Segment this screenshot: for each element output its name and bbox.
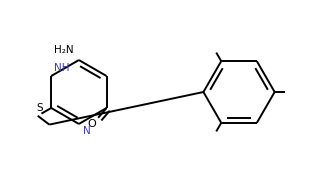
Text: O: O (87, 119, 96, 129)
Text: N: N (83, 126, 91, 136)
Text: S: S (37, 103, 43, 113)
Text: NH: NH (54, 63, 70, 73)
Text: H₂N: H₂N (54, 45, 74, 55)
